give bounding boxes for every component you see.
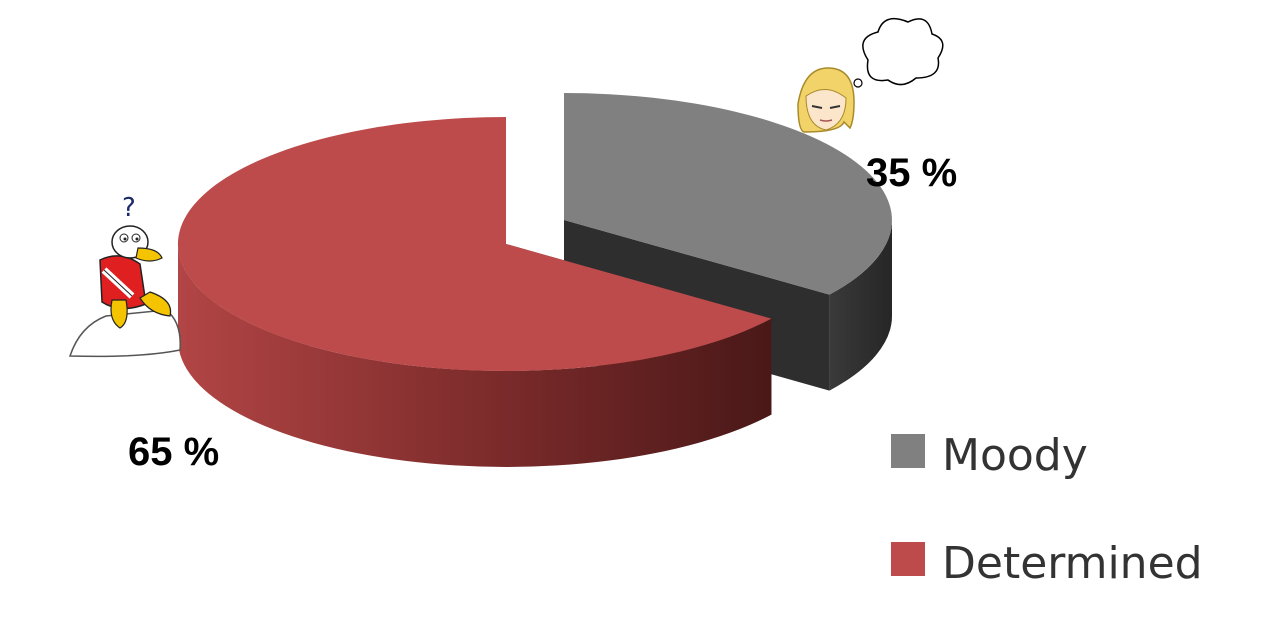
legend: Moody Determined — [891, 430, 1203, 589]
question-mark: ? — [122, 193, 136, 223]
legend-label-determined: Determined — [942, 538, 1203, 589]
slice-label-moody: 35 % — [866, 151, 957, 195]
legend-swatch-determined — [891, 542, 925, 576]
slice-determined — [177, 117, 772, 371]
pie-slices — [177, 93, 892, 467]
slice-side-moody — [829, 220, 892, 391]
thinking-duck-with-question-mark-icon: ? — [68, 193, 181, 358]
thinking-girl-with-thought-bubble-icon — [797, 17, 944, 133]
slice-label-determined: 65 % — [128, 430, 219, 474]
legend-label-moody: Moody — [942, 430, 1088, 481]
slice-side-determined — [178, 244, 772, 467]
slice-moody — [564, 93, 892, 295]
legend-swatch-moody — [891, 434, 925, 468]
